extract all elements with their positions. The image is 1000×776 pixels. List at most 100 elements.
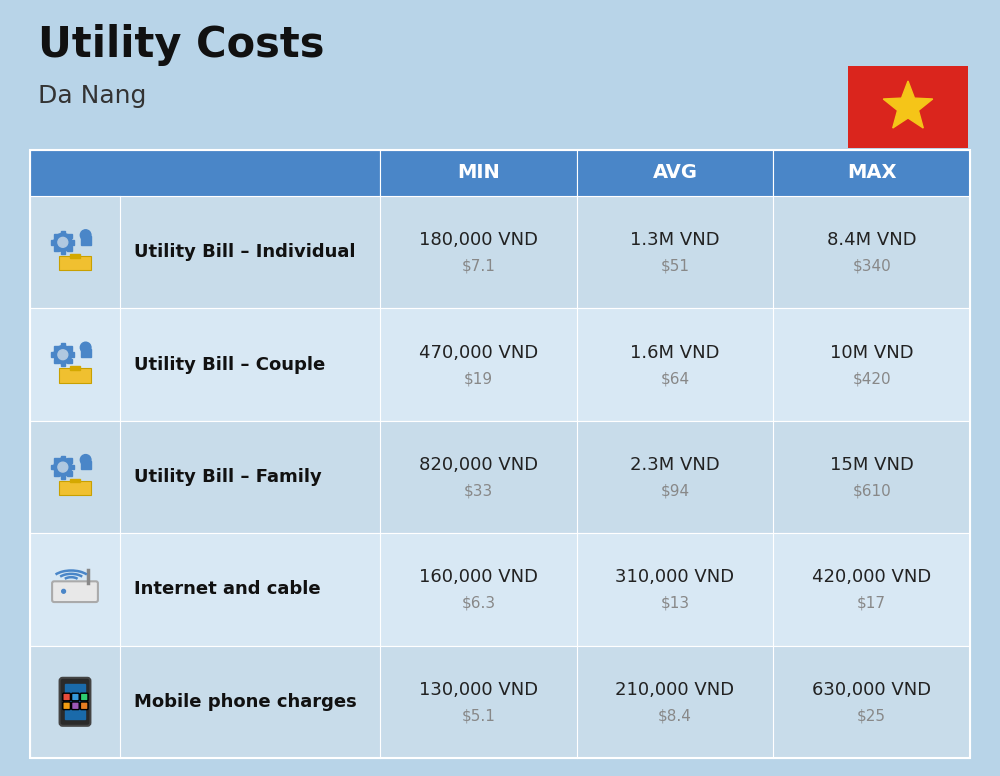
Bar bbox=[54, 471, 59, 476]
Circle shape bbox=[80, 230, 91, 241]
Bar bbox=[30, 533, 970, 646]
Text: Da Nang: Da Nang bbox=[38, 84, 146, 108]
Text: MAX: MAX bbox=[847, 164, 896, 182]
Text: Mobile phone charges: Mobile phone charges bbox=[134, 693, 357, 711]
Bar bbox=[61, 456, 65, 460]
Text: 820,000 VND: 820,000 VND bbox=[419, 456, 538, 474]
Bar bbox=[51, 352, 56, 357]
Text: $340: $340 bbox=[852, 258, 891, 274]
Circle shape bbox=[54, 345, 72, 364]
Bar bbox=[54, 346, 59, 351]
Text: Utility Bill – Family: Utility Bill – Family bbox=[134, 468, 322, 486]
Bar bbox=[59, 256, 91, 271]
Text: $420: $420 bbox=[852, 371, 891, 386]
Bar bbox=[577, 150, 773, 196]
Text: Utility Bill – Individual: Utility Bill – Individual bbox=[134, 243, 356, 262]
Text: 2.3M VND: 2.3M VND bbox=[630, 456, 720, 474]
Text: 15M VND: 15M VND bbox=[830, 456, 914, 474]
Text: $5.1: $5.1 bbox=[461, 708, 495, 723]
Text: $610: $610 bbox=[852, 483, 891, 498]
Text: 310,000 VND: 310,000 VND bbox=[615, 568, 735, 587]
Text: $19: $19 bbox=[464, 371, 493, 386]
Circle shape bbox=[58, 462, 68, 472]
Bar bbox=[61, 474, 65, 479]
Circle shape bbox=[58, 237, 68, 248]
Bar bbox=[67, 359, 72, 363]
Text: $94: $94 bbox=[660, 483, 690, 498]
Bar bbox=[54, 459, 59, 463]
Bar bbox=[30, 196, 970, 308]
Text: $13: $13 bbox=[660, 596, 690, 611]
Text: 1.3M VND: 1.3M VND bbox=[630, 231, 720, 249]
Text: 210,000 VND: 210,000 VND bbox=[615, 681, 735, 699]
Bar bbox=[67, 234, 72, 238]
Bar bbox=[848, 66, 968, 148]
Text: Utility Bill – Couple: Utility Bill – Couple bbox=[134, 355, 325, 373]
FancyBboxPatch shape bbox=[52, 581, 98, 602]
Bar bbox=[70, 254, 80, 258]
Bar bbox=[59, 369, 91, 383]
Circle shape bbox=[54, 234, 72, 251]
Text: Internet and cable: Internet and cable bbox=[134, 580, 321, 598]
Text: 160,000 VND: 160,000 VND bbox=[419, 568, 538, 587]
Text: 180,000 VND: 180,000 VND bbox=[419, 231, 538, 249]
Bar bbox=[61, 343, 65, 348]
Bar bbox=[773, 150, 970, 196]
Bar bbox=[67, 459, 72, 463]
Bar bbox=[70, 240, 74, 244]
Bar bbox=[30, 421, 970, 533]
FancyBboxPatch shape bbox=[80, 693, 88, 701]
Bar bbox=[51, 465, 56, 469]
Polygon shape bbox=[883, 81, 933, 128]
Bar bbox=[61, 362, 65, 366]
Bar bbox=[54, 359, 59, 363]
Bar bbox=[65, 684, 85, 719]
FancyBboxPatch shape bbox=[63, 702, 70, 709]
Bar bbox=[61, 231, 65, 235]
Circle shape bbox=[58, 350, 68, 359]
Bar bbox=[70, 352, 74, 357]
Circle shape bbox=[62, 590, 66, 593]
FancyBboxPatch shape bbox=[72, 693, 79, 701]
Text: $33: $33 bbox=[464, 483, 493, 498]
Bar bbox=[67, 346, 72, 351]
FancyBboxPatch shape bbox=[80, 702, 88, 709]
Text: Utility Costs: Utility Costs bbox=[38, 24, 324, 66]
FancyBboxPatch shape bbox=[63, 693, 70, 701]
Bar bbox=[54, 234, 59, 238]
Text: $51: $51 bbox=[660, 258, 690, 274]
Text: 420,000 VND: 420,000 VND bbox=[812, 568, 931, 587]
Text: 8.4M VND: 8.4M VND bbox=[827, 231, 916, 249]
Bar bbox=[70, 465, 74, 469]
Text: $25: $25 bbox=[857, 708, 886, 723]
Bar bbox=[81, 236, 91, 244]
Text: $64: $64 bbox=[660, 371, 690, 386]
Text: AVG: AVG bbox=[652, 164, 698, 182]
Text: MIN: MIN bbox=[457, 164, 500, 182]
Circle shape bbox=[80, 455, 91, 466]
FancyBboxPatch shape bbox=[72, 702, 79, 709]
Text: 1.6M VND: 1.6M VND bbox=[630, 344, 720, 362]
Text: 470,000 VND: 470,000 VND bbox=[419, 344, 538, 362]
Bar bbox=[67, 247, 72, 251]
Text: $17: $17 bbox=[857, 596, 886, 611]
Bar bbox=[81, 348, 91, 357]
Circle shape bbox=[54, 458, 72, 476]
Bar bbox=[30, 150, 380, 196]
Bar bbox=[54, 247, 59, 251]
Bar bbox=[70, 479, 80, 483]
FancyBboxPatch shape bbox=[60, 677, 90, 726]
Text: 630,000 VND: 630,000 VND bbox=[812, 681, 931, 699]
Bar bbox=[30, 646, 970, 758]
Text: $7.1: $7.1 bbox=[461, 258, 495, 274]
Bar bbox=[70, 366, 80, 370]
Bar bbox=[81, 461, 91, 469]
Bar bbox=[30, 308, 970, 421]
Bar bbox=[61, 249, 65, 254]
Text: $6.3: $6.3 bbox=[461, 596, 495, 611]
Bar bbox=[51, 240, 56, 244]
Bar bbox=[59, 481, 91, 495]
Bar bbox=[67, 471, 72, 476]
Text: 10M VND: 10M VND bbox=[830, 344, 913, 362]
Circle shape bbox=[80, 342, 91, 353]
